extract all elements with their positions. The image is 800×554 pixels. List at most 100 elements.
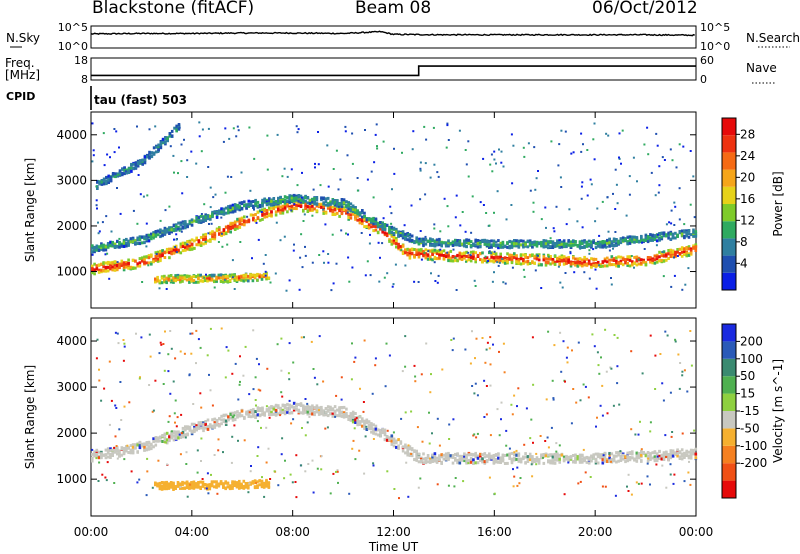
echo-cell xyxy=(100,456,103,460)
echo-cell xyxy=(302,199,305,202)
echo-speck xyxy=(297,128,300,131)
echo-speck xyxy=(559,331,562,334)
echo-cell xyxy=(526,245,530,249)
echo-cell xyxy=(125,261,128,264)
echo-speck xyxy=(670,285,673,288)
echo-cell xyxy=(268,199,271,202)
echo-cell xyxy=(118,266,121,270)
echo-cell xyxy=(125,168,129,172)
echo-speck xyxy=(407,233,410,236)
echo-cell xyxy=(313,413,316,417)
echo-cell xyxy=(367,420,371,424)
echo-cell xyxy=(281,404,285,408)
echo-cell xyxy=(547,453,550,457)
echo-cell xyxy=(165,250,169,254)
echo-cell xyxy=(513,244,516,248)
echo-cell xyxy=(390,442,394,446)
echo-cell xyxy=(195,216,198,220)
echo-cell xyxy=(131,450,135,454)
echo-cell xyxy=(619,255,623,259)
echo-cell xyxy=(454,241,457,245)
echo-cell xyxy=(497,246,500,250)
echo-cell xyxy=(488,454,491,458)
echo-cell xyxy=(159,146,163,150)
echo-cell xyxy=(245,219,248,223)
echo-cell xyxy=(100,268,103,272)
echo-cell xyxy=(150,262,153,266)
echo-cell xyxy=(621,457,625,461)
echo-cell xyxy=(683,451,686,455)
echo-cell xyxy=(240,201,244,205)
echo-cell xyxy=(392,444,396,448)
echo-cell xyxy=(213,237,217,241)
echo-cell xyxy=(533,261,536,265)
echo-cell xyxy=(631,262,634,266)
echo-speck xyxy=(497,243,500,246)
echo-cell xyxy=(229,227,232,230)
echo-cell xyxy=(190,432,194,436)
echo-cell xyxy=(238,486,241,490)
echo-cell xyxy=(102,243,105,247)
echo-speck xyxy=(414,380,417,383)
echo-cell xyxy=(397,438,400,442)
echo-speck xyxy=(424,162,427,165)
echo-speck xyxy=(627,236,629,239)
echo-speck xyxy=(292,249,295,252)
echo-cell xyxy=(397,232,400,236)
echo-speck xyxy=(606,412,609,415)
echo-cell xyxy=(431,460,434,463)
echo-cell xyxy=(181,241,185,245)
echo-cell xyxy=(356,423,359,427)
echo-cell xyxy=(268,213,271,217)
echo-cell xyxy=(292,194,296,197)
echo-speck xyxy=(673,224,676,226)
echo-speck xyxy=(206,354,209,357)
echo-speck xyxy=(674,338,677,341)
echo-cell xyxy=(311,208,314,211)
echo-cell xyxy=(526,460,530,463)
echo-cell xyxy=(219,482,223,486)
echo-speck xyxy=(101,473,104,476)
echo-cell xyxy=(134,241,137,245)
echo-cell xyxy=(215,277,218,281)
echo-cells xyxy=(91,327,698,500)
echo-cell xyxy=(131,238,135,242)
echo-cell xyxy=(608,262,611,266)
echo-cell xyxy=(603,451,607,455)
echo-cell xyxy=(674,452,677,456)
echo-cell xyxy=(510,244,514,248)
echo-cell xyxy=(449,454,453,458)
echo-speck xyxy=(646,126,649,129)
echo-cell xyxy=(390,225,394,229)
echo-cell xyxy=(109,179,113,183)
echo-cell xyxy=(406,247,409,251)
echo-cell xyxy=(628,240,632,244)
echo-cell xyxy=(340,207,344,211)
echo-cell xyxy=(209,214,212,218)
echo-speck xyxy=(658,165,661,168)
echo-cell xyxy=(658,255,661,259)
echo-speck xyxy=(264,254,267,256)
echo-cell xyxy=(199,426,203,430)
echo-cell xyxy=(131,236,135,240)
echo-speck xyxy=(594,268,597,271)
echo-speck xyxy=(479,201,482,204)
echo-cell xyxy=(192,275,196,279)
echo-cell xyxy=(671,451,675,454)
echo-cell xyxy=(141,158,144,162)
echo-speck xyxy=(375,123,378,126)
echo-cell xyxy=(417,240,421,243)
echo-cell xyxy=(644,261,648,265)
echo-speck xyxy=(180,221,183,224)
echo-cell xyxy=(274,205,278,209)
echo-speck xyxy=(692,175,695,178)
echo-speck xyxy=(429,176,432,179)
echo-speck xyxy=(560,129,563,132)
echo-cell xyxy=(574,261,577,265)
echo-speck xyxy=(615,183,618,186)
echo-cell xyxy=(637,456,641,460)
echo-cell xyxy=(583,263,586,267)
echo-speck xyxy=(552,397,555,400)
echo-cell xyxy=(227,205,230,209)
echo-cell xyxy=(208,485,212,489)
